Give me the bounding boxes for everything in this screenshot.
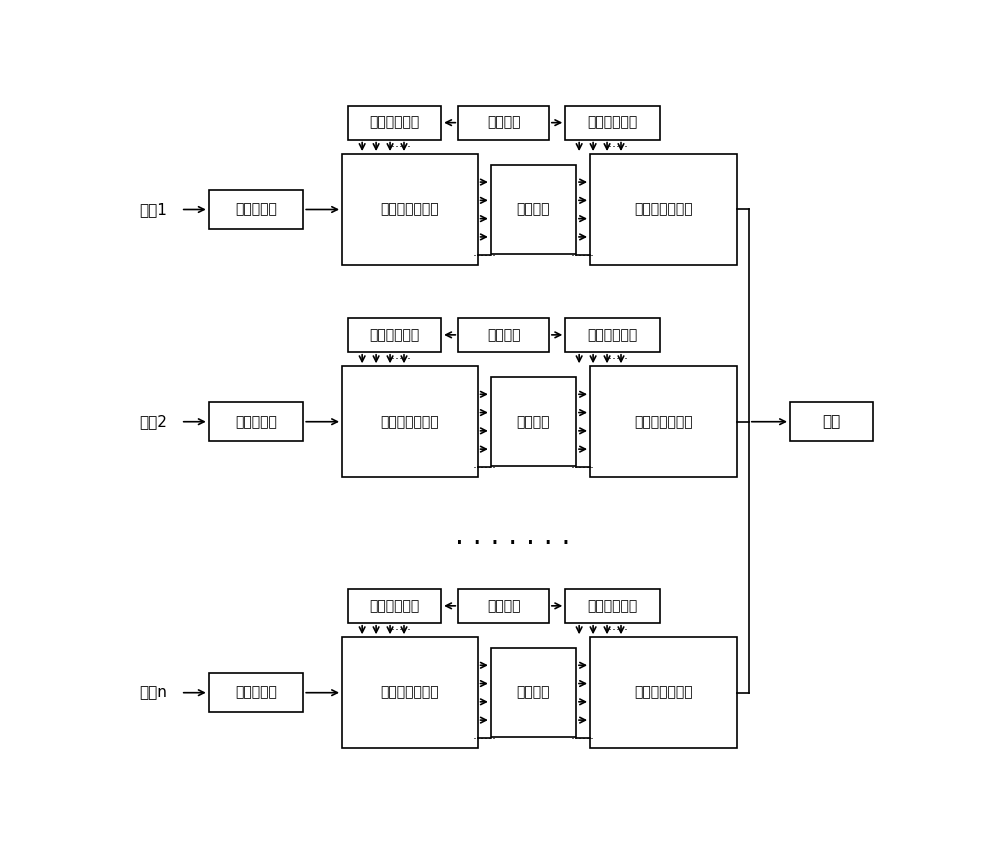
Bar [458,106,549,140]
Text: 第一切换电路: 第一切换电路 [370,115,420,130]
Text: ......: ...... [472,729,496,742]
Text: 第二射频开关组: 第二射频开关组 [634,415,693,429]
Bar [348,589,441,622]
Text: ......: ...... [604,349,628,362]
Bar [565,589,660,622]
Text: 信道1: 信道1 [139,202,167,217]
Bar [342,366,478,477]
Text: ......: ...... [387,620,411,633]
Bar [565,318,660,352]
Text: 第二切换电路: 第二切换电路 [587,115,638,130]
Text: ......: ...... [571,458,595,471]
Text: 信道n: 信道n [139,685,167,700]
Bar [491,648,576,737]
Text: ......: ...... [387,349,411,362]
Text: 微带线组: 微带线组 [517,686,550,700]
Text: ......: ...... [472,246,496,259]
Text: 控制电路: 控制电路 [487,599,520,613]
Text: · · · · · · ·: · · · · · · · [455,530,570,558]
Bar [458,589,549,622]
Bar [790,402,873,441]
Text: 第一切换电路: 第一切换电路 [370,328,420,342]
Text: 信道2: 信道2 [139,414,167,429]
Text: ......: ...... [604,137,628,150]
Text: 第一射频开关组: 第一射频开关组 [381,203,439,216]
Text: 第二射频开关组: 第二射频开关组 [634,686,693,700]
Bar [458,318,549,352]
Bar [209,190,303,229]
Text: 第一射频开关组: 第一射频开关组 [381,415,439,429]
Text: ......: ...... [387,137,411,150]
Text: 跳频滤波器: 跳频滤波器 [235,203,277,216]
Text: 微带线组: 微带线组 [517,415,550,429]
Text: 控制电路: 控制电路 [487,328,520,342]
Text: 第一切换电路: 第一切换电路 [370,599,420,613]
Text: 天线: 天线 [822,414,841,429]
Text: 控制电路: 控制电路 [487,115,520,130]
Text: ......: ...... [571,729,595,742]
Text: ......: ...... [604,620,628,633]
Text: 第二切换电路: 第二切换电路 [587,599,638,613]
Bar [590,637,737,748]
Bar [348,106,441,140]
Text: 第一射频开关组: 第一射频开关组 [381,686,439,700]
Bar [342,154,478,265]
Bar [491,165,576,254]
Bar [342,637,478,748]
Bar [590,366,737,477]
Bar [590,154,737,265]
Bar [491,377,576,466]
Bar [209,673,303,712]
Bar [348,318,441,352]
Bar [209,402,303,441]
Text: 第二射频开关组: 第二射频开关组 [634,203,693,216]
Bar [565,106,660,140]
Text: 跳频滤波器: 跳频滤波器 [235,686,277,700]
Text: 第二切换电路: 第二切换电路 [587,328,638,342]
Text: 微带线组: 微带线组 [517,203,550,216]
Text: ......: ...... [571,246,595,259]
Text: ......: ...... [472,458,496,471]
Text: 跳频滤波器: 跳频滤波器 [235,415,277,429]
